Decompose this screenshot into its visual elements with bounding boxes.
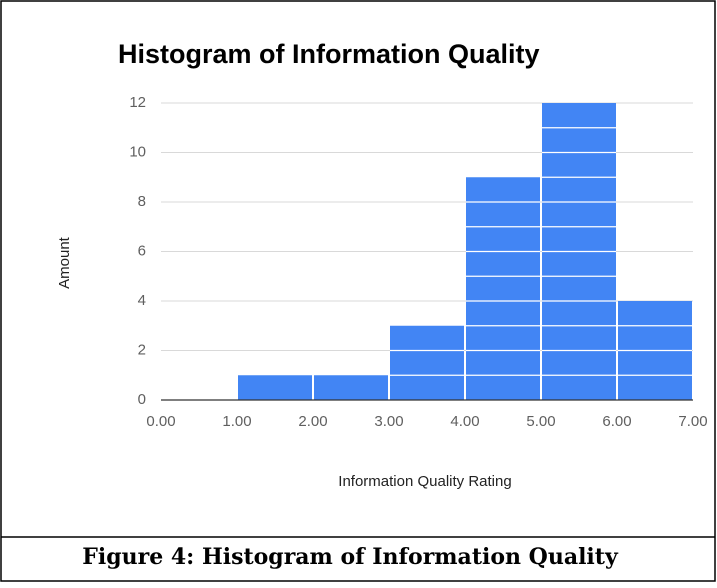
y-tick-label: 10 <box>129 143 146 160</box>
x-tick-label: 0.00 <box>146 413 175 430</box>
y-axis-label: Amount <box>56 236 73 289</box>
bar <box>466 177 540 400</box>
x-tick-label: 7.00 <box>678 413 707 430</box>
bar <box>238 375 312 400</box>
x-axis-label: Information Quality Rating <box>338 473 511 490</box>
x-tick-label: 3.00 <box>374 413 403 430</box>
y-tick-label: 12 <box>129 94 146 111</box>
x-tick-label: 1.00 <box>222 413 251 430</box>
x-tick-label: 5.00 <box>526 413 555 430</box>
x-tick-label: 6.00 <box>602 413 631 430</box>
y-tick-label: 2 <box>138 341 146 358</box>
y-tick-label: 0 <box>138 391 146 408</box>
bar <box>390 325 464 400</box>
bar <box>314 375 388 400</box>
y-tick-label: 8 <box>138 193 146 210</box>
x-tick-label: 4.00 <box>450 413 479 430</box>
chart-title: Histogram of Information Quality <box>118 39 540 69</box>
y-tick-label: 6 <box>138 242 146 259</box>
x-tick-label: 2.00 <box>298 413 327 430</box>
caption: Figure 4: Histogram of Information Quali… <box>82 544 619 570</box>
y-tick-label: 4 <box>138 292 146 309</box>
